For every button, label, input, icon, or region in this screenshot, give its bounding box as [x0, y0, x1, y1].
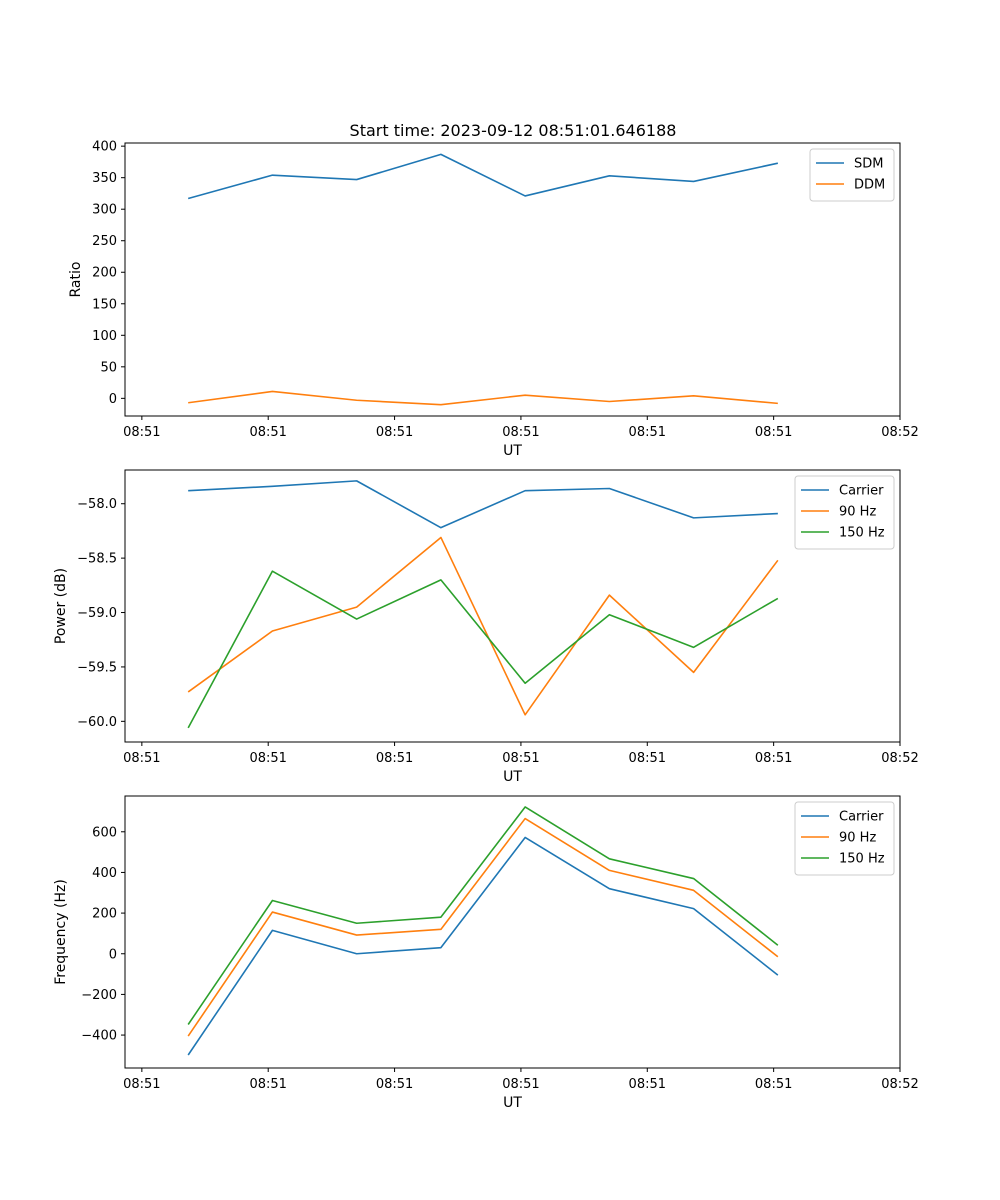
- y-tick-label: 200: [92, 266, 117, 281]
- x-tick-label: 08:51: [755, 425, 792, 440]
- y-tick-label: −58.0: [77, 497, 117, 512]
- plot-panel-power: 08:51 08:51 08:51 08:51 08:51 08:51 08:52 −60.0…: [53, 469, 919, 785]
- legend: Carrier 90 Hz 150 Hz: [794, 801, 895, 876]
- x-tick-label: 08:52: [881, 425, 918, 440]
- x-tick-label: 08:51: [376, 425, 413, 440]
- y-axis-label: Power (dB): [53, 568, 69, 644]
- legend-box: [794, 801, 895, 876]
- legend-box: [794, 475, 895, 550]
- x-tick-label: 08:51: [629, 425, 666, 440]
- y-tick-label: 0: [109, 947, 117, 962]
- series-line-carrier: [188, 480, 778, 529]
- y-tick-label: 0: [109, 392, 117, 407]
- plot-panel-ratio: 08:51 08:51 08:51 08:51 08:51 08:51 08:52 0 50 10…: [68, 140, 919, 459]
- axes-frame: [124, 142, 901, 417]
- y-axis-label: Frequency (Hz): [53, 879, 69, 985]
- y-tick-label: 50: [100, 360, 117, 375]
- figure-title: Start time: 2023-09-12 08:51:01.646188: [350, 121, 677, 140]
- series-line-carrier: [187, 836, 779, 1056]
- y-tick-label: 200: [92, 907, 117, 922]
- series-line-ddm: [188, 390, 778, 406]
- series-line-90-hz: [187, 817, 779, 1037]
- x-tick-label: 08:51: [502, 1077, 539, 1092]
- y-tick-label: −60.0: [77, 715, 117, 730]
- y-tick-label: 400: [92, 866, 117, 881]
- axes-frame: [124, 795, 901, 1069]
- plot-panel-frequency: 08:51 08:51 08:51 08:51 08:51 08:51 08:52 −400 −…: [53, 795, 919, 1111]
- y-tick-label: −58.5: [77, 552, 117, 567]
- x-tick-label: 08:52: [881, 751, 918, 766]
- y-tick-label: 600: [92, 825, 117, 840]
- legend-label: Carrier: [839, 484, 884, 499]
- series-line-sdm: [187, 153, 779, 200]
- y-tick-label: 150: [92, 297, 117, 312]
- x-tick-label: 08:51: [629, 1077, 666, 1092]
- y-tick-label: 100: [92, 329, 117, 344]
- x-tick-label: 08:51: [249, 1077, 286, 1092]
- axes-frame: [124, 469, 901, 743]
- x-tick-label: 08:51: [629, 751, 666, 766]
- x-tick-label: 08:51: [502, 425, 539, 440]
- legend-label: 90 Hz: [839, 505, 876, 520]
- y-tick-label: −200: [81, 988, 117, 1003]
- legend-label: 150 Hz: [839, 526, 885, 541]
- x-tick-label: 08:51: [123, 425, 160, 440]
- y-tick-label: 400: [92, 140, 117, 155]
- legend-box: [809, 148, 895, 202]
- series-line-150-hz: [187, 570, 779, 729]
- x-tick-label: 08:51: [249, 425, 286, 440]
- x-tick-label: 08:52: [881, 1077, 918, 1092]
- x-tick-label: 08:51: [123, 1077, 160, 1092]
- y-tick-label: −59.5: [77, 660, 117, 675]
- x-axis-label: UT: [503, 443, 522, 459]
- x-axis-label: UT: [503, 769, 522, 785]
- x-tick-label: 08:51: [502, 751, 539, 766]
- x-tick-label: 08:51: [755, 1077, 792, 1092]
- legend-label: Carrier: [839, 810, 884, 825]
- y-axis-label: Ratio: [68, 262, 84, 298]
- y-tick-label: 300: [92, 203, 117, 218]
- legend-label: 90 Hz: [839, 831, 876, 846]
- series-line-150-hz: [187, 806, 779, 1025]
- legend: Carrier 90 Hz 150 Hz: [794, 475, 895, 550]
- x-tick-label: 08:51: [123, 751, 160, 766]
- y-tick-label: −400: [81, 1029, 117, 1044]
- x-axis-label: UT: [503, 1095, 522, 1111]
- y-tick-label: 250: [92, 234, 117, 249]
- x-tick-label: 08:51: [376, 1077, 413, 1092]
- x-tick-label: 08:51: [755, 751, 792, 766]
- y-tick-label: −59.0: [77, 606, 117, 621]
- legend-label: DDM: [854, 178, 885, 193]
- x-tick-label: 08:51: [376, 751, 413, 766]
- legend-label: 150 Hz: [839, 852, 885, 867]
- legend-label: SDM: [854, 157, 883, 172]
- legend: SDM DDM: [809, 148, 895, 202]
- series-line-90-hz: [187, 536, 779, 716]
- x-tick-label: 08:51: [249, 751, 286, 766]
- y-tick-label: 350: [92, 171, 117, 186]
